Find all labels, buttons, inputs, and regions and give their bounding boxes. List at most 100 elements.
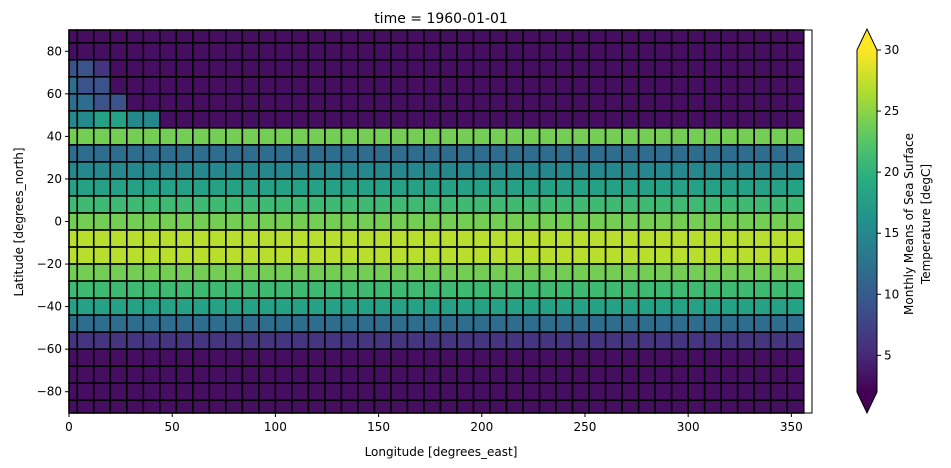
sst-cell	[307, 382, 326, 402]
sst-cell	[670, 246, 689, 265]
sst-cell	[142, 314, 161, 333]
sst-cell	[472, 365, 491, 385]
sst-cell	[406, 314, 425, 333]
sst-cell	[291, 93, 310, 112]
sst-cell	[357, 178, 376, 197]
sst-cell	[703, 348, 722, 367]
sst-cell	[357, 348, 376, 367]
sst-cell	[92, 263, 112, 282]
sst-cell	[92, 110, 112, 129]
sst-cell	[753, 382, 772, 402]
sst-cell	[340, 229, 359, 248]
sst-cell	[456, 41, 475, 61]
sst-cell	[489, 195, 508, 214]
sst-cell	[456, 178, 475, 197]
sst-cell	[324, 263, 343, 282]
sst-cell	[68, 229, 79, 248]
sst-cell	[720, 331, 739, 350]
sst-cell	[340, 297, 359, 316]
sst-cell	[357, 331, 376, 350]
sst-cell	[241, 144, 260, 163]
sst-cell	[736, 331, 756, 350]
sst-cell	[76, 399, 95, 414]
sst-cell	[670, 178, 689, 197]
sst-cell	[159, 280, 178, 299]
sst-cell	[307, 365, 326, 385]
sst-cell	[423, 263, 442, 282]
sst-cell	[192, 331, 211, 350]
sst-cell	[654, 178, 673, 197]
sst-cell	[637, 246, 656, 265]
sst-cell	[538, 399, 557, 414]
sst-cell	[703, 161, 722, 180]
sst-cell	[307, 314, 326, 333]
sst-cell	[291, 399, 310, 414]
sst-cell	[241, 93, 260, 112]
sst-cell	[92, 280, 112, 299]
sst-cell	[142, 110, 161, 129]
sst-cell	[588, 41, 607, 61]
sst-cell	[654, 41, 673, 61]
sst-cell	[142, 382, 161, 402]
sst-cell	[604, 161, 623, 180]
colorbar-tick-label: 10	[884, 287, 899, 301]
sst-cell	[92, 331, 112, 350]
sst-cell	[68, 76, 79, 95]
sst-cell	[720, 382, 739, 402]
sst-cell	[555, 93, 574, 112]
sst-cell	[125, 229, 145, 248]
sst-cell	[423, 297, 442, 316]
sst-cell	[786, 41, 805, 61]
sst-cell	[340, 144, 359, 163]
sst-cell	[769, 382, 789, 402]
sst-cell	[109, 127, 128, 146]
sst-cell	[373, 195, 392, 214]
sst-cell	[357, 212, 376, 231]
sst-cell	[241, 246, 260, 265]
sst-cell	[489, 58, 508, 78]
sst-cell	[786, 399, 805, 414]
sst-cell	[208, 331, 227, 350]
sst-cell	[109, 365, 128, 385]
sst-cell	[621, 58, 640, 78]
sst-cell	[670, 280, 689, 299]
sst-cell	[406, 58, 425, 78]
sst-cell	[538, 29, 557, 44]
sst-cell	[736, 195, 756, 214]
sst-cell	[92, 144, 112, 163]
sst-cell	[736, 93, 756, 112]
sst-cell	[68, 161, 79, 180]
sst-cell	[307, 161, 326, 180]
sst-cell	[68, 331, 79, 350]
sst-cell	[274, 195, 293, 214]
sst-cell	[357, 297, 376, 316]
sst-cell	[555, 314, 574, 333]
sst-cell	[142, 178, 161, 197]
sst-cell	[670, 229, 689, 248]
sst-cell	[258, 127, 277, 146]
sst-cell	[505, 178, 524, 197]
sst-cell	[571, 280, 590, 299]
sst-cell	[208, 246, 227, 265]
sst-cell	[637, 212, 656, 231]
sst-cell	[175, 41, 194, 61]
sst-cell	[175, 93, 194, 112]
sst-cell	[373, 365, 392, 385]
sst-cell	[489, 280, 508, 299]
sst-cell	[588, 399, 607, 414]
sst-cell	[588, 348, 607, 367]
sst-cell	[340, 195, 359, 214]
sst-cell	[109, 212, 128, 231]
sst-cell	[654, 314, 673, 333]
sst-cell	[390, 297, 409, 316]
sst-cell	[192, 263, 211, 282]
sst-cell	[125, 297, 145, 316]
sst-cell	[225, 246, 244, 265]
sst-cell	[670, 58, 689, 78]
sst-cell	[456, 263, 475, 282]
sst-cell	[92, 195, 112, 214]
sst-cell	[357, 195, 376, 214]
sst-cell	[703, 297, 722, 316]
sst-cell	[654, 161, 673, 180]
sst-cell	[555, 127, 574, 146]
